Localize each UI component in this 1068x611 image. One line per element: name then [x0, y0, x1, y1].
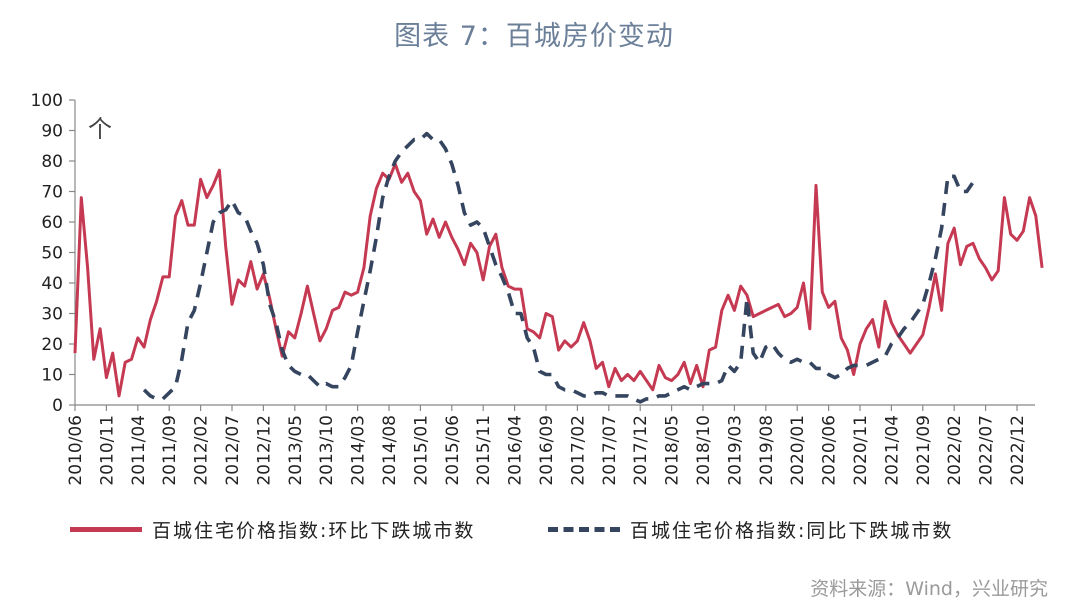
x-tick-label: 2018/10	[694, 415, 714, 486]
y-tick-label: 40	[41, 274, 63, 294]
x-tick-label: 2020/06	[820, 415, 840, 486]
y-tick-label: 10	[41, 366, 63, 386]
x-tick-label: 2012/07	[223, 415, 243, 486]
x-tick-label: 2022/12	[1008, 415, 1028, 486]
y-tick-label: 30	[41, 305, 63, 325]
source-note: 资料来源：Wind，兴业研究	[810, 578, 1048, 600]
legend-item-mom-decline: 百城住宅价格指数:环比下跌城市数	[70, 512, 475, 546]
x-tick-label: 2018/05	[663, 415, 683, 486]
legend-label-yoy-decline: 百城住宅价格指数:同比下跌城市数	[630, 519, 954, 542]
y-tick-label: 70	[41, 183, 63, 203]
x-tick-label: 2010/06	[66, 415, 86, 486]
x-tick-label: 2019/03	[725, 415, 745, 486]
x-tick-label: 2014/08	[380, 415, 400, 486]
x-tick-label: 2021/09	[914, 415, 934, 486]
x-tick-label: 2012/12	[254, 415, 274, 486]
x-tick-label: 2010/11	[97, 415, 117, 486]
y-tick-label: 100	[31, 91, 63, 111]
legend-dashed-line-swatch	[548, 526, 620, 532]
y-tick-label: 50	[41, 244, 63, 264]
x-tick-label: 2016/04	[506, 415, 526, 486]
x-tick-label: 2016/09	[537, 415, 557, 486]
x-tick-label: 2019/08	[757, 415, 777, 486]
x-tick-label: 2017/12	[631, 415, 651, 486]
x-tick-label: 2020/11	[851, 415, 871, 486]
x-tick-label: 2017/02	[568, 415, 588, 486]
x-tick-label: 2015/06	[443, 415, 463, 486]
x-tick-label: 2015/11	[474, 415, 494, 486]
series-line-mom-decline	[73, 162, 1044, 398]
chart-title: 图表 7：百城房价变动	[394, 21, 674, 52]
x-tick-label: 2014/03	[349, 415, 369, 486]
legend-label-mom-decline: 百城住宅价格指数:环比下跌城市数	[152, 519, 476, 542]
x-tick-label: 2021/04	[882, 415, 902, 486]
x-tick-label: 2020/01	[788, 415, 808, 486]
x-tick-label: 2015/01	[411, 415, 431, 486]
y-tick-label: 80	[41, 152, 63, 172]
x-tick-label: 2013/05	[286, 415, 306, 486]
x-tick-label: 2012/02	[192, 415, 212, 486]
legend-solid-line-swatch	[70, 526, 142, 532]
legend-item-yoy-decline: 百城住宅价格指数:同比下跌城市数	[548, 512, 953, 546]
x-tick-label: 2011/09	[160, 415, 180, 486]
x-tick-label: 2011/04	[129, 415, 149, 486]
axes-layer: 0 10 20 30 40 50 60 70 80 90 100 2010/06 2010/11 2011…	[31, 91, 1035, 486]
series-line-yoy-decline	[142, 131, 975, 404]
x-tick-label: 2013/10	[317, 415, 337, 486]
y-axis-unit: 个	[88, 115, 112, 143]
y-tick-label: 20	[41, 335, 63, 355]
x-tick-label: 2022/02	[945, 415, 965, 486]
y-tick-label: 60	[41, 213, 63, 233]
y-tick-label: 90	[41, 122, 63, 142]
x-tick-label: 2017/07	[600, 415, 620, 486]
y-tick-label: 0	[52, 396, 63, 416]
series-layer	[73, 131, 1044, 404]
x-tick-label: 2022/07	[977, 415, 997, 486]
